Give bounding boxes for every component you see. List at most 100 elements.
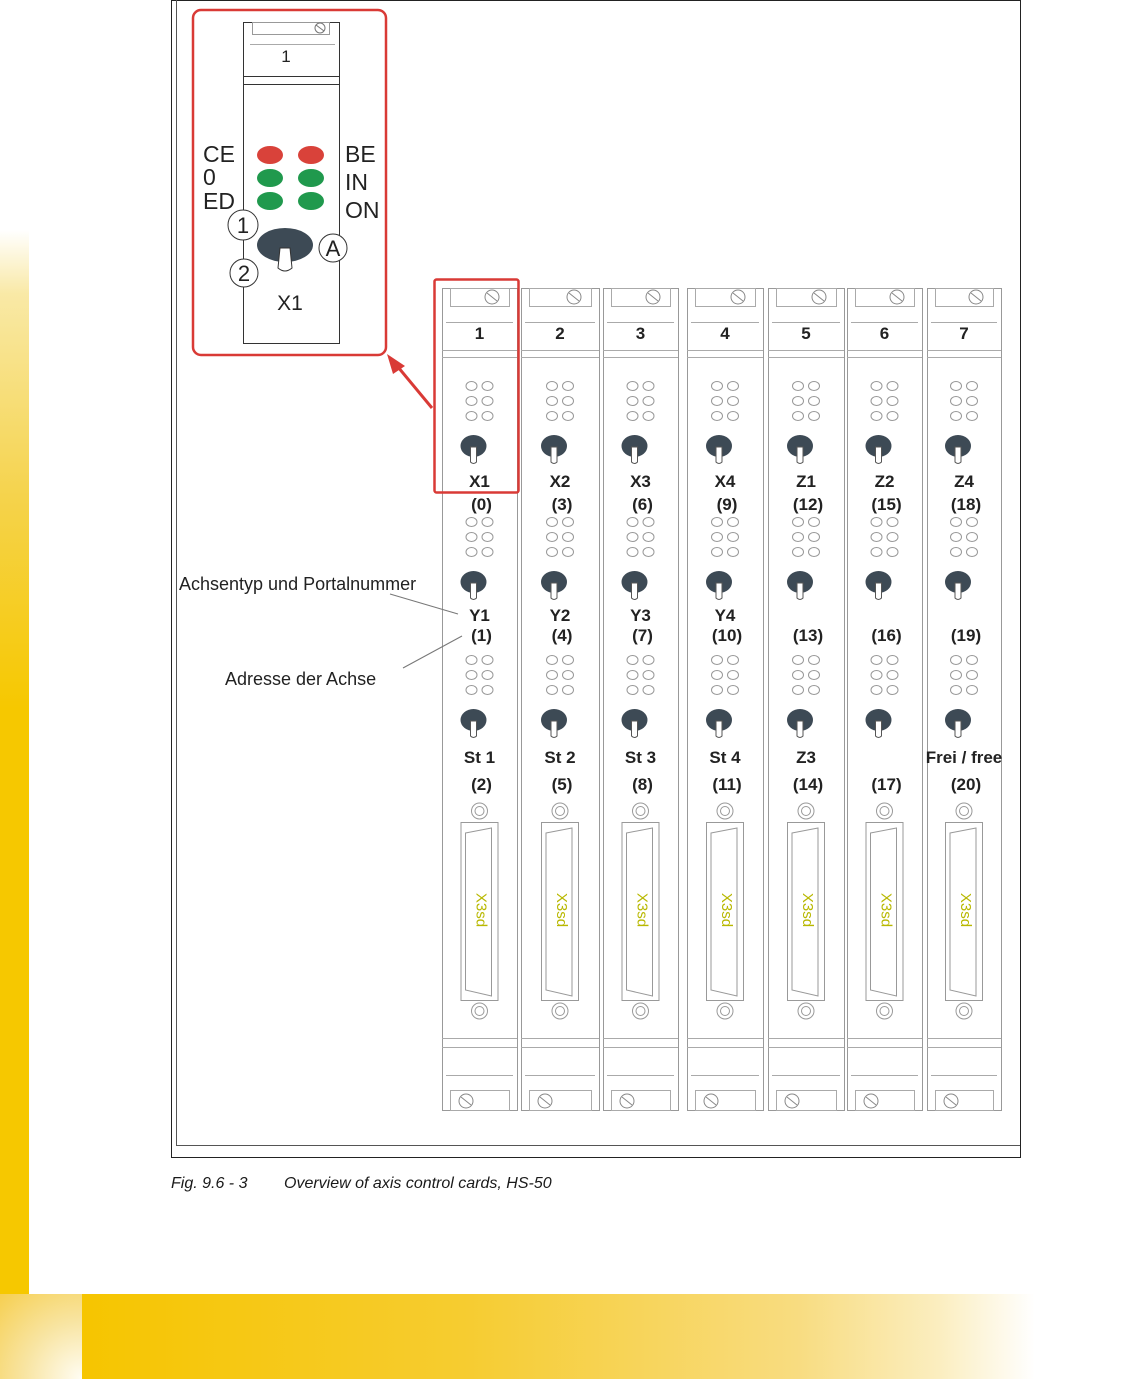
axis-type-label: Z2 [875, 472, 895, 491]
mount-hole-inner [555, 1006, 565, 1016]
axis-type-label: X2 [550, 472, 571, 491]
switch-knob [787, 709, 813, 731]
led-holes [870, 381, 899, 421]
screw-head [619, 1093, 635, 1109]
axis-address-label: (15) [871, 495, 901, 514]
axis-address-label: (19) [951, 626, 981, 645]
led-holes [870, 655, 899, 695]
led-hole [481, 670, 494, 680]
switch-knob [621, 435, 648, 457]
switch-knob [787, 435, 813, 457]
card-body [847, 288, 923, 1111]
led-hole [481, 685, 494, 695]
led-holes [465, 517, 494, 557]
screw-head [458, 1093, 474, 1109]
card-bottom-plate [776, 1090, 837, 1111]
led-hole [562, 396, 574, 406]
led-holes [792, 655, 820, 695]
connector-shell [465, 827, 492, 997]
led-hole [562, 685, 574, 695]
axis-address-label: (6) [632, 495, 653, 514]
led-hole [562, 670, 574, 680]
switch-knob [621, 709, 648, 731]
connector-label: X3sd [957, 893, 974, 927]
rotary-switch-icon [945, 709, 971, 738]
connector-frame [706, 822, 744, 1001]
led-hole [546, 396, 558, 406]
led-0 [257, 169, 283, 187]
mount-hole-inner [959, 806, 969, 816]
switch-knob [460, 571, 487, 593]
led-hole [870, 532, 883, 542]
led-holes [465, 381, 494, 421]
screw-head [863, 1093, 879, 1109]
screw-slot [539, 1096, 551, 1106]
axis-card-7: 7 Z4 (18) (19) Frei / free (20) X3sd [926, 288, 1002, 1111]
led-hole [792, 411, 804, 421]
screw-icon [968, 289, 984, 305]
led-hole [792, 655, 804, 665]
mount-hole [797, 1002, 815, 1020]
connector-shell [626, 827, 653, 997]
led-hole [642, 517, 655, 527]
axis-type-label: St 1 [464, 748, 495, 767]
led-hole [642, 396, 655, 406]
marker-1-text: 1 [237, 213, 249, 238]
card-body [603, 288, 679, 1111]
switch-pointer [631, 446, 638, 464]
led-hole [808, 655, 820, 665]
led-hole [950, 381, 962, 391]
left-yellow-strip [0, 230, 29, 1294]
connector-frame [865, 822, 904, 1001]
led-hole [727, 517, 739, 527]
marker-a-text: A [326, 236, 341, 261]
led-hole [465, 685, 478, 695]
led-hole [465, 396, 478, 406]
switch-knob [865, 571, 892, 593]
led-ce [257, 146, 283, 164]
card-number: 4 [720, 324, 730, 343]
axis-card-5: 5 Z1 (12) (13) Z3 (14) X3sd [768, 288, 845, 1111]
callout-axis-address: Adresse der Achse [225, 669, 376, 689]
led-hole [808, 411, 820, 421]
connector-label: X3sd [799, 893, 816, 927]
switch-pointer [796, 720, 804, 738]
led-hole [950, 547, 962, 557]
switch-pointer [875, 446, 882, 464]
screw-icon [619, 1093, 635, 1109]
mount-hole [955, 1002, 973, 1020]
rotary-switch-icon [460, 571, 487, 600]
card-number: 1 [475, 324, 484, 343]
led-hole [626, 517, 639, 527]
rotary-switch-icon [621, 709, 648, 738]
mount-hole-inner [879, 806, 890, 816]
led-hole [792, 670, 804, 680]
switch-knob [460, 435, 487, 457]
led-hole [481, 532, 494, 542]
led-hole [465, 411, 478, 421]
switch-pointer [954, 446, 962, 464]
card-number: 6 [880, 324, 889, 343]
led-hole [966, 547, 978, 557]
axis-address-label: (14) [793, 775, 823, 794]
led-hole [727, 655, 739, 665]
screw-icon [458, 1093, 474, 1109]
axis-address-label: (9) [717, 495, 738, 514]
led-hole [966, 532, 978, 542]
connector-shell [870, 827, 897, 997]
card-bottom-plate [611, 1090, 671, 1111]
screw-head [784, 1093, 800, 1109]
led-hole [886, 670, 899, 680]
screw-slot [460, 1096, 472, 1106]
led-ed [257, 192, 283, 210]
switch-pointer [550, 446, 558, 464]
detail-switch-label: X1 [277, 292, 303, 315]
axis-card-6: 6 Z2 (15) (16) (17) X3sd [847, 288, 923, 1111]
led-hole [792, 517, 804, 527]
switch-pointer [796, 582, 804, 600]
led-hole [711, 411, 723, 421]
mount-hole-inner [474, 1006, 485, 1016]
card-bottom-plate [450, 1090, 510, 1111]
led-hole [950, 396, 962, 406]
